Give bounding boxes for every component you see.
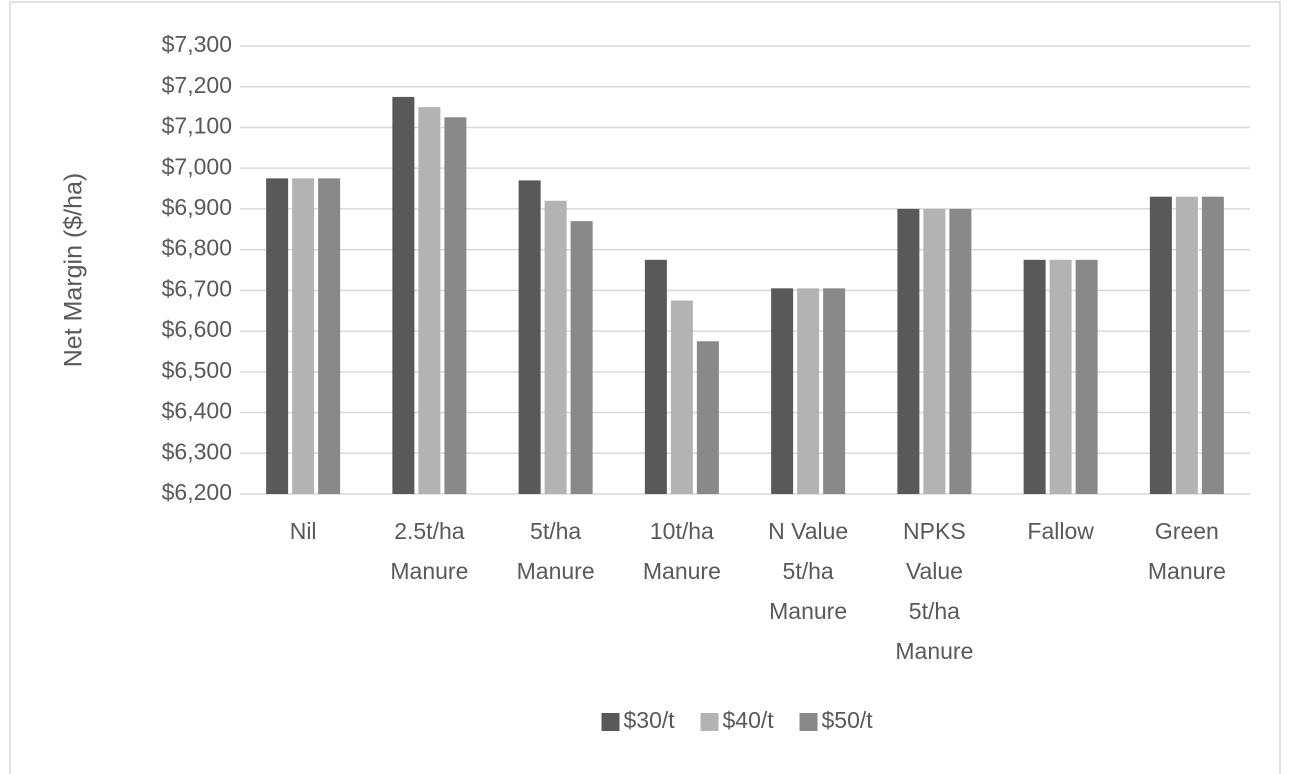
bar [418, 107, 441, 494]
legend-swatch [601, 713, 620, 731]
legend-label: $50/t [822, 707, 874, 733]
x-tick-label: Manure [895, 638, 973, 664]
bar [292, 178, 315, 494]
y-axis-title: Net Margin ($/ha) [60, 173, 88, 368]
x-tick-label: 5t/ha [530, 518, 581, 544]
x-tick-label: Green [1155, 518, 1219, 544]
bar [949, 208, 972, 494]
y-tick-label: $6,500 [162, 357, 232, 383]
y-tick-label: $6,200 [162, 479, 232, 505]
bar [696, 341, 719, 494]
legend-label: $40/t [723, 707, 775, 733]
x-tick-label: Manure [390, 558, 468, 584]
bar [392, 96, 415, 494]
legend-label: $30/t [624, 707, 676, 733]
y-tick-label: $7,200 [162, 72, 232, 98]
y-tick-label: $6,300 [162, 438, 232, 464]
bar [1175, 196, 1198, 494]
y-tick-label: $6,400 [162, 398, 232, 424]
bar [1075, 259, 1098, 494]
x-tick-label: 10t/ha [650, 518, 714, 544]
bar [823, 288, 846, 494]
x-tick-label: Manure [517, 558, 595, 584]
bar [897, 208, 920, 494]
bar [318, 178, 341, 494]
legend-swatch [799, 713, 818, 731]
bar [1023, 259, 1046, 494]
bar [670, 300, 693, 494]
y-tick-label: $7,100 [162, 113, 232, 139]
x-tick-label: Value [906, 558, 963, 584]
x-tick-label: 2.5t/ha [394, 518, 465, 544]
bar [771, 288, 794, 494]
bar [923, 208, 946, 494]
bar [644, 259, 667, 494]
y-tick-label: $7,300 [162, 31, 232, 57]
x-tick-label: Manure [643, 558, 721, 584]
x-tick-label: Nil [290, 518, 317, 544]
bar [266, 178, 289, 494]
bar [544, 200, 567, 494]
y-tick-label: $6,800 [162, 235, 232, 261]
bar [1149, 196, 1172, 494]
bar [444, 117, 467, 494]
bar [1049, 259, 1072, 494]
x-tick-label: 5t/ha [909, 598, 960, 624]
x-tick-label: N Value [768, 518, 848, 544]
bar [570, 221, 593, 495]
x-tick-label: Manure [1148, 558, 1226, 584]
y-tick-label: $7,000 [162, 153, 232, 179]
y-tick-label: $6,900 [162, 194, 232, 220]
y-tick-label: $6,600 [162, 316, 232, 342]
x-tick-label: Fallow [1027, 518, 1094, 544]
x-tick-label: Manure [769, 598, 847, 624]
x-tick-label: 5t/ha [783, 558, 834, 584]
y-tick-label: $6,700 [162, 275, 232, 301]
legend-swatch [700, 713, 719, 731]
x-tick-label: NPKS [903, 518, 966, 544]
bar [518, 180, 541, 494]
bar [1201, 196, 1224, 494]
bar [797, 288, 820, 494]
